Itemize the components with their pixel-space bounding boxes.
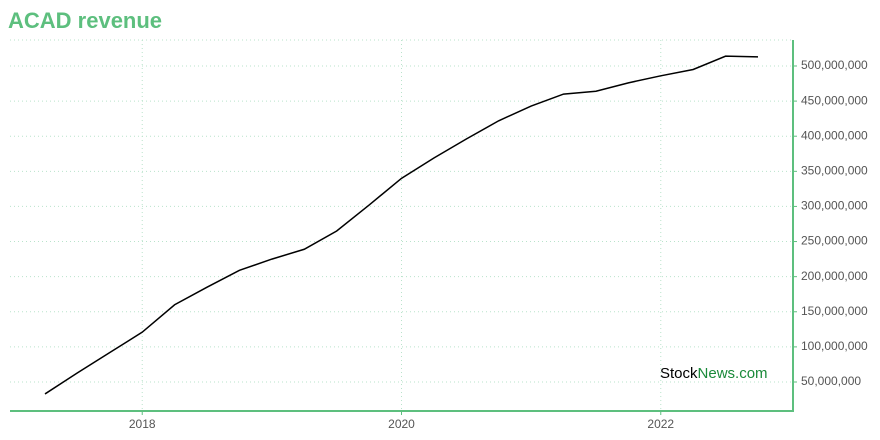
x-tick-label: 2022 <box>647 417 674 431</box>
y-tick-label: 250,000,000 <box>801 234 868 248</box>
y-tick-label: 100,000,000 <box>801 339 868 353</box>
y-tick-label: 500,000,000 <box>801 58 868 72</box>
x-tick-label: 2020 <box>388 417 415 431</box>
y-tick-label: 200,000,000 <box>801 269 868 283</box>
watermark-part: News.com <box>698 365 768 382</box>
y-tick-label: 150,000,000 <box>801 304 868 318</box>
watermark: StockNews.com <box>660 365 768 382</box>
y-tick-label: 400,000,000 <box>801 128 868 142</box>
x-tick-label: 2018 <box>129 417 156 431</box>
watermark-part: Stock <box>660 365 698 382</box>
line <box>44 55 759 395</box>
y-tick-label: 450,000,000 <box>801 93 868 107</box>
y-tick-label: 350,000,000 <box>801 163 868 177</box>
y-tick-label: 300,000,000 <box>801 199 868 213</box>
y-tick-label: 50,000,000 <box>801 374 861 388</box>
chart-title: ACAD revenue <box>8 8 162 33</box>
